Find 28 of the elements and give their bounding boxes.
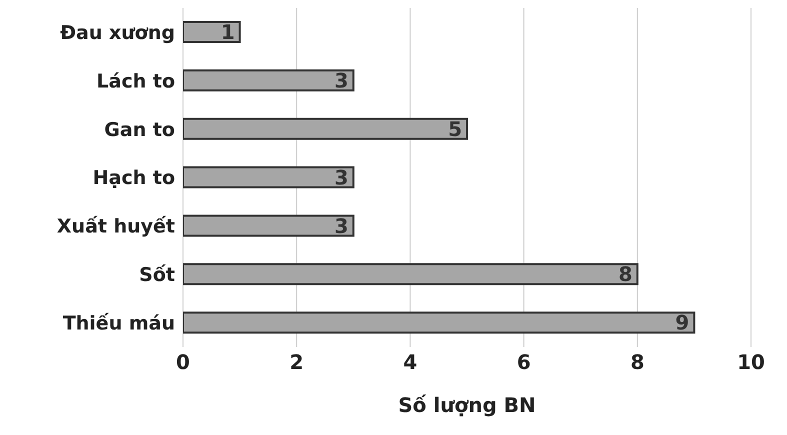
y-tick-label: Sốt xyxy=(139,264,175,286)
data-label: 1 xyxy=(220,20,235,44)
y-tick-label: Thiếu máu xyxy=(62,312,175,335)
data-label: 3 xyxy=(334,68,348,93)
x-tick-label: 0 xyxy=(176,350,190,374)
x-tick-label: 2 xyxy=(290,350,304,374)
x-tick-label: 4 xyxy=(403,350,418,374)
y-tick-label: Hạch to xyxy=(92,167,175,190)
y-tick-label: Đau xương xyxy=(60,22,175,44)
bar xyxy=(183,312,696,334)
data-label: 5 xyxy=(448,116,462,141)
bar xyxy=(183,118,468,140)
data-label: 3 xyxy=(334,165,348,190)
bar xyxy=(183,214,354,237)
data-label: 9 xyxy=(675,310,690,335)
x-axis-title: Số lượng BN xyxy=(398,393,536,417)
bar xyxy=(183,263,638,286)
x-tick-label: 10 xyxy=(737,350,765,374)
bar xyxy=(183,21,241,43)
bar xyxy=(183,69,354,92)
data-label: 3 xyxy=(334,214,348,238)
data-label: 8 xyxy=(618,262,632,286)
x-tick-label: 8 xyxy=(630,350,644,374)
y-tick-label: Xuất huyết xyxy=(56,216,175,238)
y-tick-label: Lách to xyxy=(96,70,175,92)
x-tick-label: 6 xyxy=(516,350,531,374)
bar xyxy=(183,166,354,188)
y-tick-label: Gan to xyxy=(104,118,175,141)
